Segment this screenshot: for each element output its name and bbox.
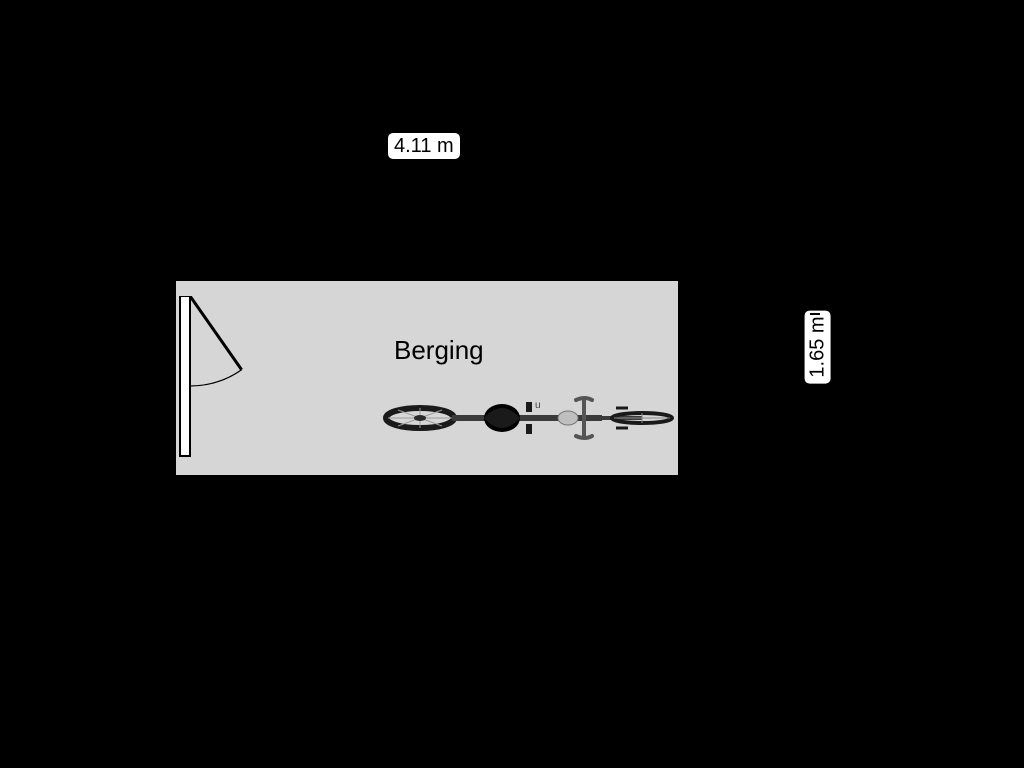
door [176, 296, 316, 481]
dimension-width-tick-left [382, 140, 384, 150]
door-icon [176, 296, 316, 476]
dimension-height-tick-bottom [810, 390, 820, 392]
floorplan-stage: { "canvas": { "width": 1024, "height": 7… [0, 0, 1024, 768]
dimension-height-label: 1.65 m [804, 309, 832, 384]
dimension-height-tick-top [810, 313, 820, 315]
bicycle-icon: u [380, 388, 680, 448]
dimension-width-tick-right [460, 140, 462, 150]
dimension-width-label: 4.11 m [387, 132, 461, 160]
bicycle: u [380, 388, 680, 453]
room-label: Berging [394, 335, 484, 366]
svg-text:u: u [535, 400, 541, 411]
